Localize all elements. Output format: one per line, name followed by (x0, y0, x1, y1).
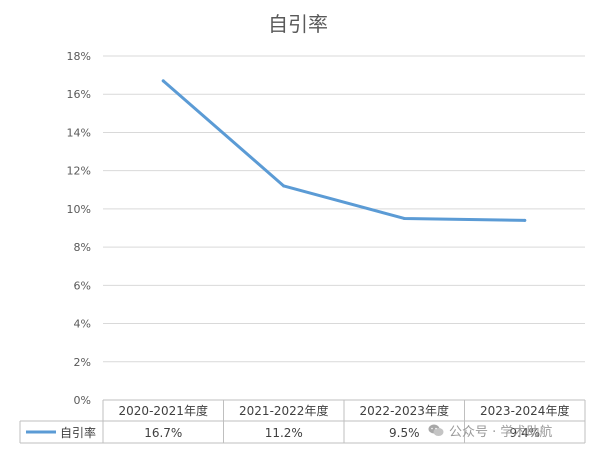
x-category-label: 2023-2024年度 (480, 403, 569, 418)
y-tick-label: 2% (74, 356, 91, 369)
wechat-icon (428, 424, 444, 436)
chart-title: 自引率 (268, 12, 328, 36)
x-category-label: 2022-2023年度 (360, 403, 449, 418)
x-category-label: 2020-2021年度 (119, 403, 208, 418)
data-point (402, 216, 406, 220)
y-tick-label: 14% (67, 126, 91, 139)
data-table-value: 9.4% (510, 426, 541, 440)
y-tick-label: 18% (67, 50, 91, 63)
y-tick-label: 6% (74, 279, 91, 292)
data-point (161, 79, 165, 83)
watermark: 公众号 · 学术助航 (428, 420, 596, 440)
series-layer (161, 79, 527, 222)
y-tick-label: 12% (67, 165, 91, 178)
legend-label: 自引率 (60, 425, 96, 440)
y-tick-label: 4% (74, 318, 91, 331)
data-table-value: 11.2% (265, 426, 303, 440)
watermark-text: 公众号 · 学术助航 (449, 424, 553, 440)
y-tick-label: 10% (67, 203, 91, 216)
data-point (282, 184, 286, 188)
series-line (161, 79, 527, 222)
data-table: 2020-2021年度 2021-2022年度 2022-2023年度 2023-20… (19, 399, 586, 444)
y-tick-label: 16% (67, 88, 91, 101)
x-category-label: 2021-2022年度 (239, 403, 328, 418)
data-point (523, 218, 527, 222)
y-tick-label: 0% (74, 394, 91, 407)
y-tick-label: 8% (74, 241, 91, 254)
y-axis: 0% 2% 4% 6% 8% 10% 12% 14% 16% 18% (67, 50, 91, 407)
gridlines (103, 55, 585, 363)
data-table-value: 9.5% (389, 426, 420, 440)
data-table-value: 16.7% (144, 426, 182, 440)
